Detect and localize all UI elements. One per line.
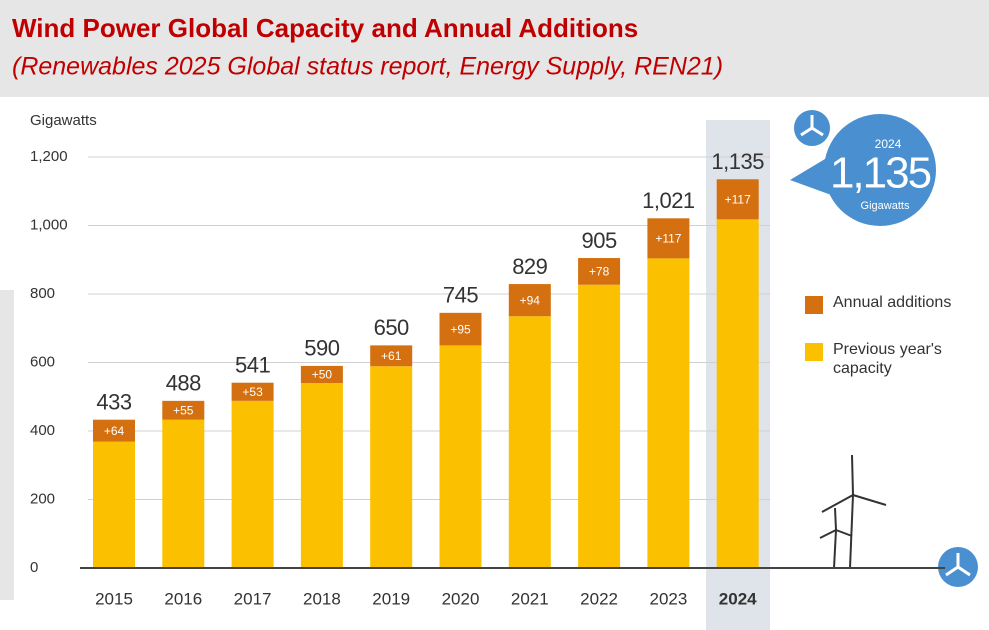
bar-segment: [93, 419, 135, 442]
turbine-decoration: [819, 454, 887, 569]
x-tick-label: 2020: [442, 589, 480, 608]
legend-label-box: Previous year's capacity: [833, 341, 942, 377]
x-tick-label: 2023: [649, 589, 687, 608]
bar-segment: [300, 365, 343, 384]
turbine-icon-blades: [945, 553, 971, 577]
y-tick-label: 0: [30, 559, 38, 576]
bar-segment: [439, 345, 482, 568]
x-tick-label: 2016: [164, 589, 202, 608]
header-band: [0, 0, 989, 97]
bar-segment: [300, 383, 343, 568]
bar-segment: [647, 258, 690, 568]
legend-label-box: Annual additions: [833, 294, 952, 311]
total-label: 488: [166, 371, 201, 396]
x-tick-label: 2021: [511, 589, 549, 608]
bar-segment: [93, 441, 135, 568]
value-label: +64: [104, 424, 125, 438]
value-label: +95: [450, 322, 471, 336]
bar-segment: [162, 400, 205, 420]
x-tick-label: 2018: [303, 589, 341, 608]
y-tick-label: 800: [30, 285, 55, 302]
total-label: 650: [374, 315, 409, 340]
y-tick-label: 1,200: [30, 148, 68, 165]
y-tick-label: 200: [30, 490, 55, 507]
value-label: +78: [589, 265, 610, 279]
bar-segment: [578, 258, 621, 285]
total-label: 433: [96, 390, 131, 415]
total-label: 745: [443, 283, 478, 308]
bar-segment: [508, 284, 551, 317]
total-label: 829: [512, 254, 547, 279]
total-label: 590: [304, 336, 339, 361]
y-tick-label: 1,000: [30, 216, 68, 233]
value-label: +61: [381, 349, 402, 363]
x-tick-label: 2015: [95, 589, 133, 608]
legend-label: Previous year's capacity: [833, 341, 942, 377]
callout-year: 2024: [875, 137, 902, 151]
legend-swatch: [805, 343, 823, 361]
callout-icon-blades: [800, 115, 824, 137]
value-label: +53: [242, 385, 263, 399]
value-label: +94: [520, 293, 541, 307]
x-tick-label: 2024: [719, 589, 757, 608]
callout-bubble: [824, 114, 936, 226]
value-label: +117: [725, 192, 751, 206]
bar-segment: [370, 366, 413, 568]
y-tick-label: 600: [30, 353, 55, 370]
bar-segment: [370, 345, 413, 367]
bar-segment: [162, 419, 205, 568]
legend-swatch: [805, 296, 823, 314]
x-tick-label: 2017: [234, 589, 272, 608]
bar-segment: [647, 218, 690, 259]
side-band: [0, 290, 14, 600]
total-label: 905: [581, 228, 616, 253]
value-label: +55: [173, 403, 194, 417]
value-label: +117: [655, 232, 681, 246]
bar-segment: [231, 400, 274, 568]
callout-value: 1,135: [830, 149, 931, 198]
bar-segment: [231, 382, 274, 401]
subtitle: (Renewables 2025 Global status report, E…: [12, 53, 723, 81]
y-tick-label: 400: [30, 422, 55, 439]
bar-segment: [508, 316, 551, 568]
y-axis-label: Gigawatts: [30, 112, 97, 129]
title: Wind Power Global Capacity and Annual Ad…: [12, 13, 638, 43]
legend-label: Annual additions: [833, 294, 952, 311]
total-label: 1,021: [642, 188, 695, 213]
value-label: +50: [312, 368, 333, 382]
x-tick-label: 2022: [580, 589, 618, 608]
bar-segment: [716, 179, 759, 220]
x-tick-label: 2019: [372, 589, 410, 608]
bar-segment: [439, 312, 482, 346]
total-label: 541: [235, 353, 270, 378]
bar-segment: [716, 219, 759, 568]
total-label: 1,135: [711, 149, 764, 174]
callout-unit: Gigawatts: [861, 200, 910, 212]
bar-segment: [578, 284, 621, 568]
